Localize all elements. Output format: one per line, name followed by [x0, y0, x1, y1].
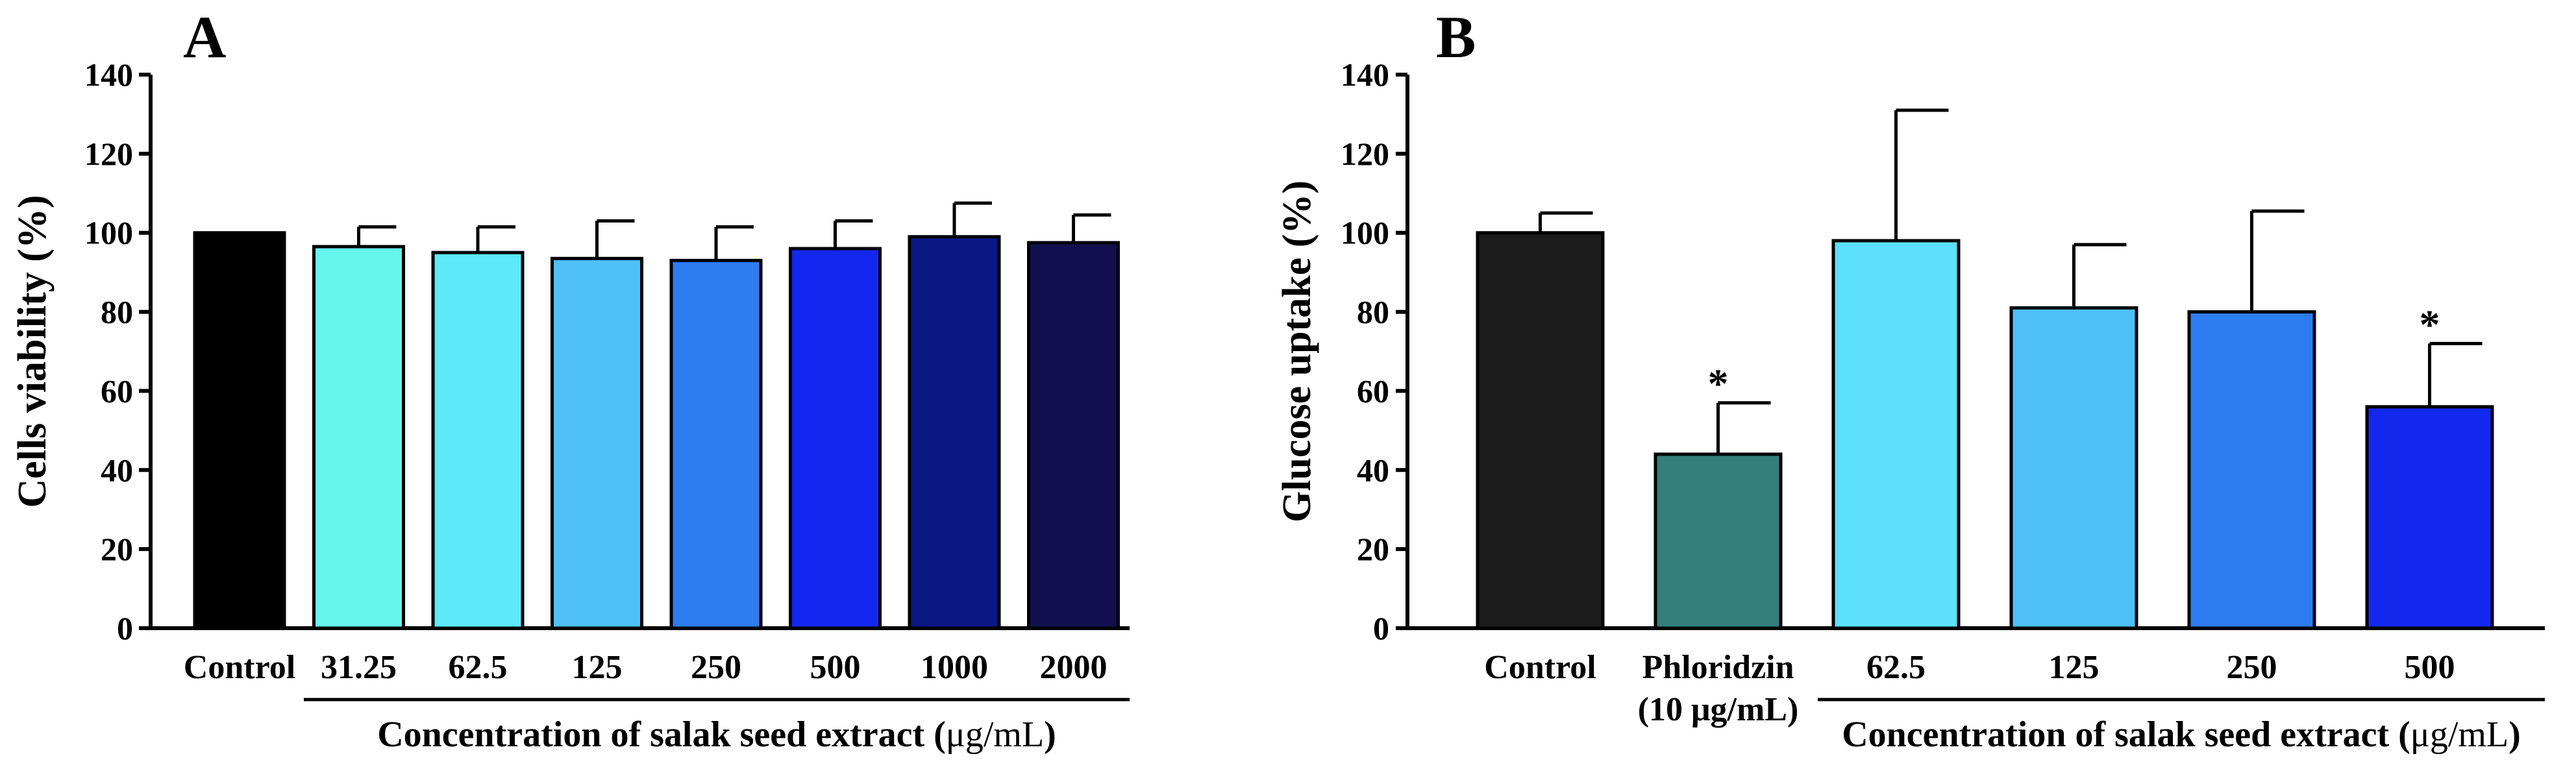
- bar-phloridzin: [1653, 452, 1783, 630]
- bar-62-5: [1831, 239, 1961, 630]
- bar-125: [551, 256, 643, 630]
- bar-2000: [1027, 241, 1120, 630]
- y-tick-label: 140: [84, 56, 133, 93]
- bar-control: [1476, 231, 1605, 630]
- bar-250: [2187, 310, 2316, 630]
- y-tick-label: 120: [84, 136, 133, 172]
- x-tick-label: 250: [691, 649, 741, 686]
- y-tick-label: 40: [1357, 452, 1389, 488]
- y-tick-label: 0: [1373, 610, 1389, 646]
- x-tick-label: 62.5: [449, 649, 508, 686]
- y-tick-label: 80: [1357, 294, 1389, 330]
- x-tick-label: 500: [810, 649, 861, 686]
- bar-control: [193, 231, 286, 630]
- significance-marker: *: [2420, 301, 2440, 347]
- y-tick-label: 100: [84, 215, 133, 251]
- bar-500: [2365, 405, 2494, 630]
- y-tick-label: 60: [101, 372, 133, 409]
- y-tick-label: 20: [1357, 531, 1389, 567]
- y-axis-label: Glucose uptake (%): [1275, 180, 1319, 522]
- y-tick-label: 0: [117, 610, 133, 646]
- x-tick-sublabel: (10 μg/mL): [1638, 691, 1799, 728]
- y-tick-label: 20: [101, 531, 133, 567]
- x-tick-label: 125: [572, 649, 623, 686]
- panel-label: A: [183, 4, 226, 70]
- y-tick-label: 120: [1341, 136, 1389, 172]
- x-tick-label: Control: [1484, 649, 1596, 686]
- group-label: Concentration of salak seed extract (μg/…: [377, 714, 1056, 755]
- y-tick-label: 80: [101, 294, 133, 330]
- x-tick-label: 125: [2049, 649, 2099, 686]
- x-tick-label: 1000: [921, 649, 988, 686]
- x-tick-label: 31.25: [321, 649, 397, 686]
- bar-1000: [908, 235, 1001, 630]
- y-tick-label: 40: [101, 452, 133, 488]
- y-tick-label: 60: [1357, 372, 1389, 409]
- y-axis-label: Cells viability (%): [10, 195, 55, 507]
- panel-b: B 0 20 40 60 80 100 120 140 Glucose uptake (%) Con…: [1275, 4, 2545, 755]
- bar-125: [2009, 306, 2138, 630]
- x-tick-label: 250: [2227, 649, 2277, 686]
- group-label: Concentration of salak seed extract (μg/…: [1842, 714, 2521, 755]
- x-tick-label: 62.5: [1866, 649, 1926, 686]
- bar-500: [789, 247, 882, 630]
- panel-label: B: [1436, 4, 1476, 70]
- y-tick-label: 100: [1341, 215, 1389, 251]
- x-tick-label: Phloridzin: [1642, 649, 1794, 686]
- x-tick-label: 2000: [1040, 649, 1108, 686]
- x-tick-label: Control: [184, 649, 295, 686]
- x-tick-label: 500: [2405, 649, 2455, 686]
- bar-31-25: [312, 245, 405, 630]
- significance-marker: *: [1708, 361, 1729, 407]
- y-tick-label: 140: [1341, 56, 1389, 93]
- bar-250: [669, 258, 763, 630]
- bar-62-5: [431, 250, 525, 630]
- panel-a: A 0 20 40 60 80 100 120 140 Cells viability (%) Co…: [10, 4, 1130, 755]
